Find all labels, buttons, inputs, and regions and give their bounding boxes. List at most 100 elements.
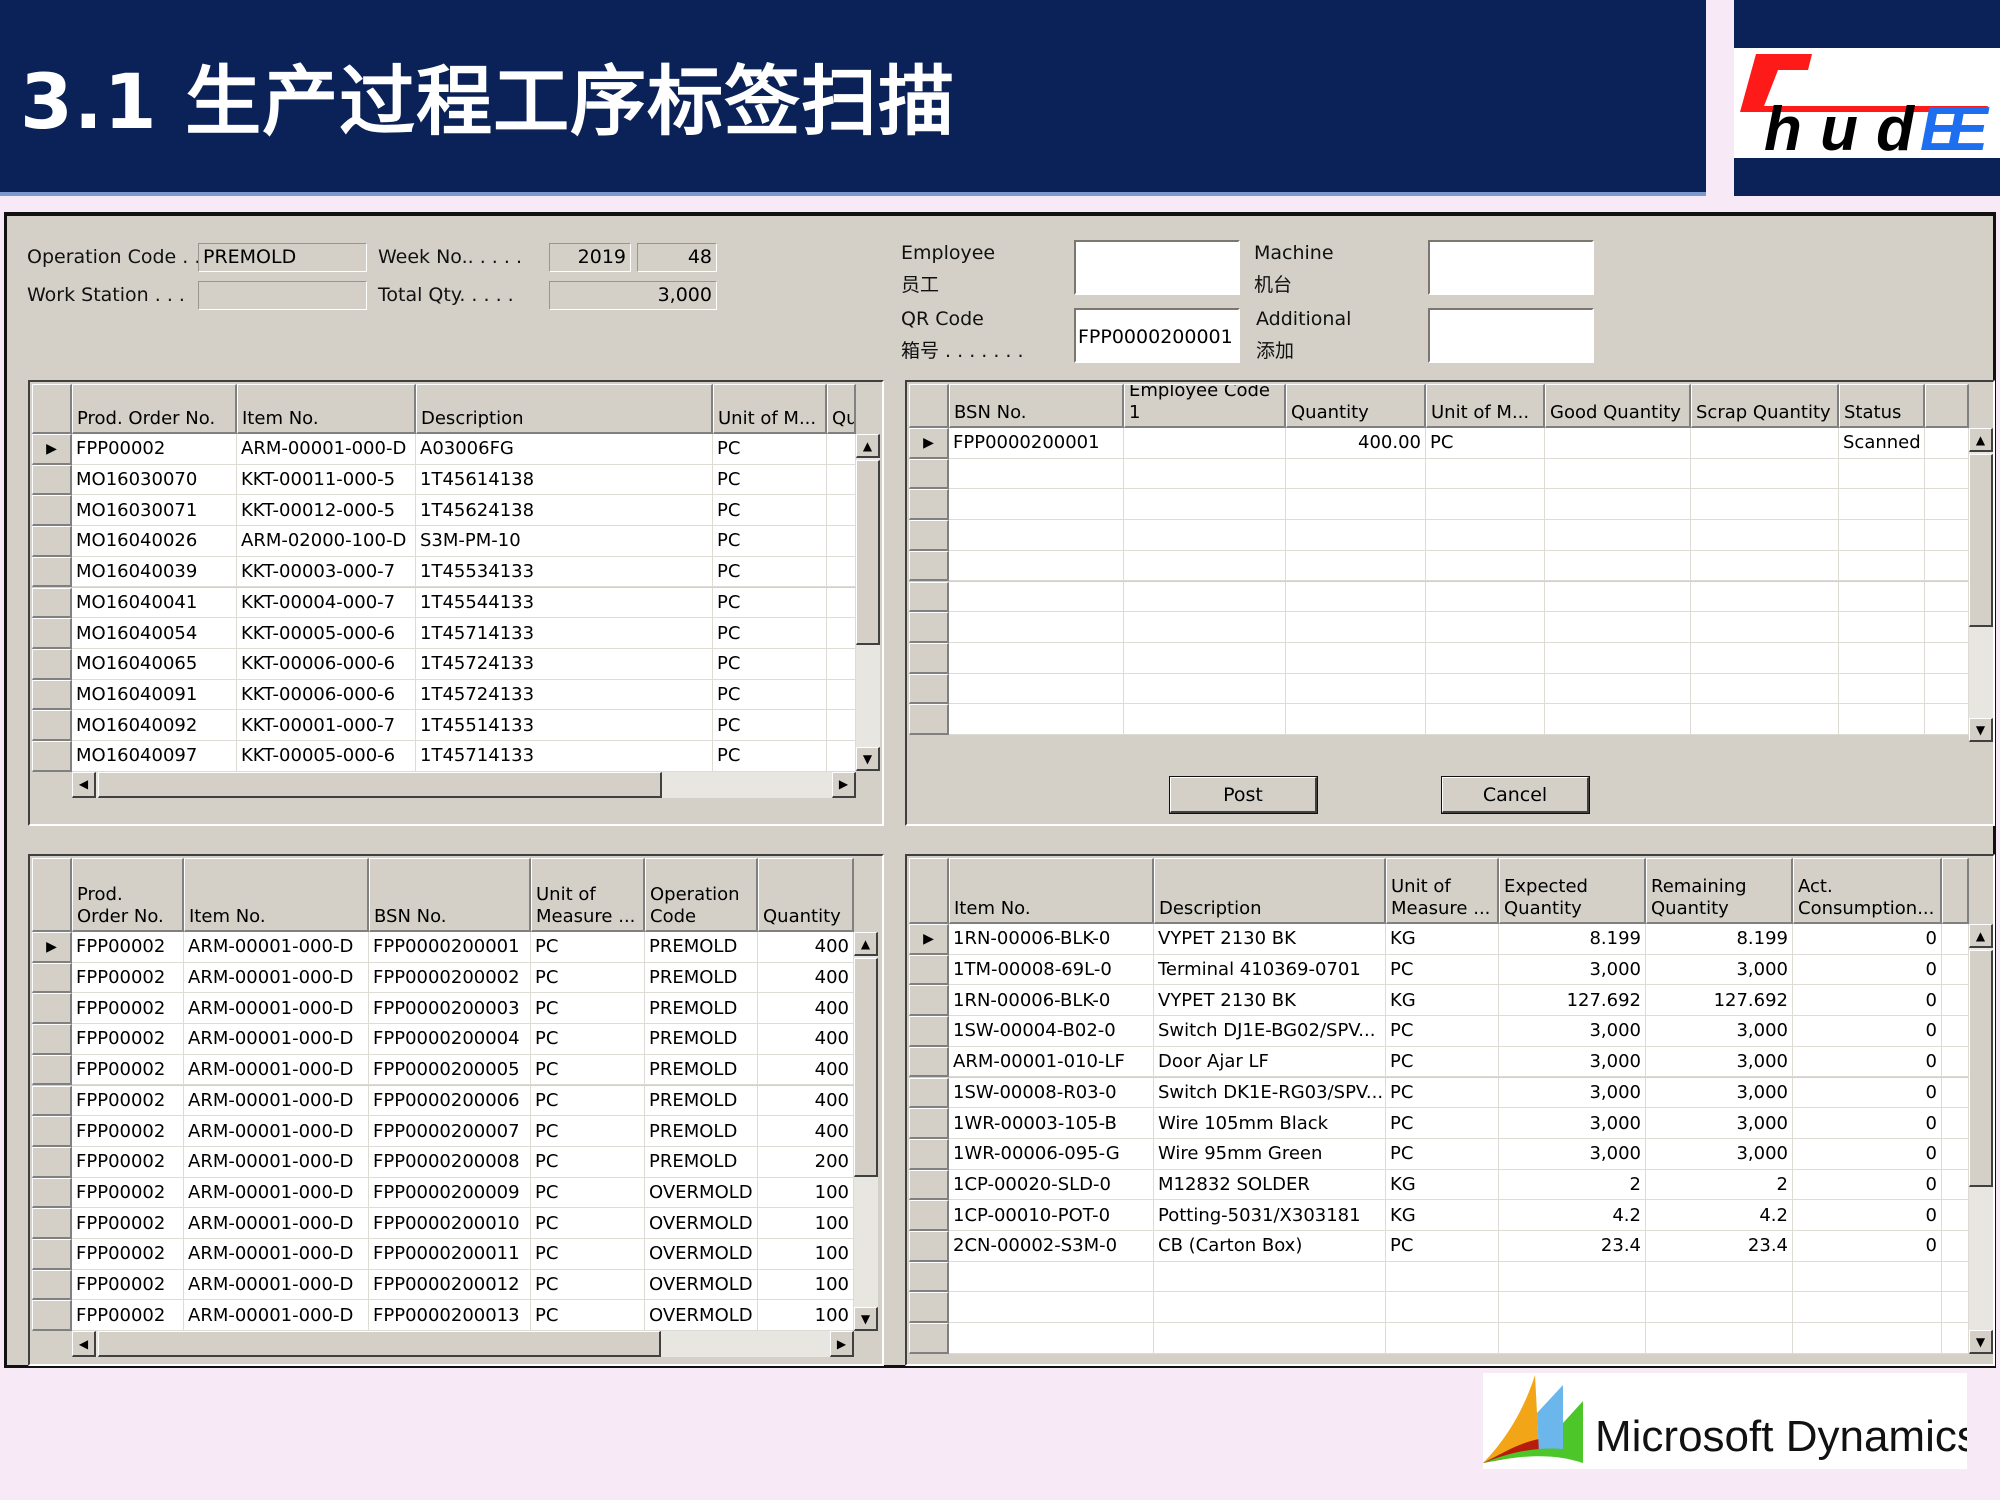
- table-cell[interactable]: PREMOLD: [645, 932, 758, 963]
- table-cell[interactable]: [1925, 520, 1969, 551]
- table-cell[interactable]: 400: [758, 932, 854, 963]
- table-cell[interactable]: [827, 679, 856, 711]
- table-cell[interactable]: KG: [1386, 1169, 1499, 1201]
- table-cell[interactable]: [1839, 673, 1925, 705]
- column-header[interactable]: Prod. Order No.: [72, 858, 184, 932]
- table-cell[interactable]: KKT-00005-000-6: [237, 618, 416, 649]
- table-cell[interactable]: [1942, 1323, 1969, 1354]
- table-cell[interactable]: ARM-00001-000-D: [184, 1085, 369, 1117]
- table-cell[interactable]: ARM-00001-000-D: [184, 1300, 369, 1332]
- table-cell[interactable]: ARM-00001-000-D: [184, 1177, 369, 1209]
- table-cell[interactable]: 1CP-00010-POT-0: [949, 1200, 1154, 1231]
- table-cell[interactable]: [949, 612, 1124, 643]
- table-cell[interactable]: VYPET 2130 BK: [1154, 985, 1386, 1017]
- table-cell[interactable]: Wire 95mm Green: [1154, 1138, 1386, 1170]
- table-cell[interactable]: 400: [758, 962, 854, 994]
- row-selector[interactable]: [32, 1269, 72, 1301]
- column-header[interactable]: [1942, 858, 1969, 924]
- table-cell[interactable]: FPP0000200002: [369, 962, 531, 994]
- row-selector[interactable]: [32, 495, 72, 527]
- table-cell[interactable]: [1942, 1169, 1969, 1201]
- table-cell[interactable]: FPP00002: [72, 1054, 184, 1086]
- row-selector[interactable]: [909, 550, 949, 582]
- table-cell[interactable]: [1426, 520, 1545, 551]
- table-cell[interactable]: 1T45714133: [416, 741, 713, 772]
- table-cell[interactable]: [1925, 458, 1969, 490]
- table-cell[interactable]: Scanned: [1839, 428, 1925, 459]
- table-cell[interactable]: KKT-00004-000-7: [237, 587, 416, 619]
- table-cell[interactable]: [1839, 489, 1925, 521]
- table-cell[interactable]: PC: [531, 1269, 645, 1301]
- table-cell[interactable]: OVERMOLD: [645, 1300, 758, 1332]
- table-cell[interactable]: 400: [758, 1116, 854, 1147]
- table-cell[interactable]: FPP0000200006: [369, 1085, 531, 1117]
- row-selector[interactable]: [32, 648, 72, 680]
- table-cell[interactable]: [1286, 642, 1426, 674]
- table-cell[interactable]: KG: [1386, 1200, 1499, 1231]
- scrollbar-thumb[interactable]: [856, 460, 880, 645]
- table-cell[interactable]: MO16040091: [72, 679, 237, 711]
- post-button[interactable]: Post: [1169, 776, 1318, 814]
- table-cell[interactable]: [1691, 489, 1839, 521]
- table-cell[interactable]: [1154, 1261, 1386, 1293]
- table-cell[interactable]: [1499, 1261, 1646, 1293]
- table-cell[interactable]: 1T45714133: [416, 618, 713, 649]
- column-header[interactable]: Quantity: [758, 858, 854, 932]
- table-cell[interactable]: 3,000: [1499, 1077, 1646, 1109]
- row-selector[interactable]: [32, 1085, 72, 1117]
- table-cell[interactable]: 127.692: [1646, 985, 1793, 1017]
- table-cell[interactable]: [1545, 489, 1691, 521]
- table-cell[interactable]: [949, 520, 1124, 551]
- table-cell[interactable]: PREMOLD: [645, 1146, 758, 1178]
- table-cell[interactable]: [1426, 673, 1545, 705]
- table-cell[interactable]: 1T45514133: [416, 710, 713, 741]
- table-cell[interactable]: [1942, 1108, 1969, 1139]
- table-cell[interactable]: [1286, 704, 1426, 735]
- table-cell[interactable]: [1942, 954, 1969, 986]
- table-cell[interactable]: 1CP-00020-SLD-0: [949, 1169, 1154, 1201]
- table-cell[interactable]: [1793, 1323, 1942, 1354]
- column-header[interactable]: Expected Quantity: [1499, 858, 1646, 924]
- table-cell[interactable]: PREMOLD: [645, 962, 758, 994]
- table-cell[interactable]: [1839, 458, 1925, 490]
- table-cell[interactable]: KKT-00006-000-6: [237, 679, 416, 711]
- table-cell[interactable]: [1545, 428, 1691, 459]
- table-cell[interactable]: [1426, 642, 1545, 674]
- table-cell[interactable]: [949, 489, 1124, 521]
- column-header[interactable]: Qu: [827, 384, 856, 434]
- table-cell[interactable]: PC: [1386, 1077, 1499, 1109]
- table-cell[interactable]: [1545, 673, 1691, 705]
- table-cell[interactable]: [1124, 550, 1286, 582]
- scrollbar-thumb[interactable]: [98, 771, 662, 798]
- row-selector[interactable]: [909, 1108, 949, 1139]
- table-cell[interactable]: [1499, 1292, 1646, 1324]
- table-cell[interactable]: PC: [1386, 954, 1499, 986]
- row-selector[interactable]: [32, 1208, 72, 1239]
- table-cell[interactable]: 400.00: [1286, 428, 1426, 459]
- table-cell[interactable]: 3,000: [1499, 1016, 1646, 1047]
- table-cell[interactable]: FPP00002: [72, 1024, 184, 1055]
- table-cell[interactable]: [1691, 428, 1839, 459]
- table-cell[interactable]: [827, 587, 856, 619]
- table-cell[interactable]: PC: [1386, 1108, 1499, 1139]
- scroll-up-icon[interactable]: ▲: [1969, 924, 1993, 948]
- table-cell[interactable]: Door Ajar LF: [1154, 1046, 1386, 1078]
- table-cell[interactable]: PC: [1426, 428, 1545, 459]
- table-cell[interactable]: [827, 618, 856, 649]
- scroll-left-icon[interactable]: ◀: [72, 771, 96, 798]
- table-cell[interactable]: [1839, 550, 1925, 582]
- table-cell[interactable]: [1545, 520, 1691, 551]
- table-cell[interactable]: [1124, 642, 1286, 674]
- table-cell[interactable]: [827, 648, 856, 680]
- table-cell[interactable]: ARM-00001-000-D: [184, 962, 369, 994]
- table-cell[interactable]: 3,000: [1499, 1138, 1646, 1170]
- table-cell[interactable]: [1942, 1077, 1969, 1109]
- table-cell[interactable]: PC: [531, 1146, 645, 1178]
- scrollbar-thumb[interactable]: [854, 958, 878, 1177]
- row-selector[interactable]: [909, 1046, 949, 1078]
- table-cell[interactable]: Switch DK1E-RG03/SPV...: [1154, 1077, 1386, 1109]
- table-cell[interactable]: M12832 SOLDER: [1154, 1169, 1386, 1201]
- table-cell[interactable]: 0: [1793, 985, 1942, 1017]
- table-cell[interactable]: ARM-00001-000-D: [184, 1239, 369, 1270]
- column-header[interactable]: Item No.: [237, 384, 416, 434]
